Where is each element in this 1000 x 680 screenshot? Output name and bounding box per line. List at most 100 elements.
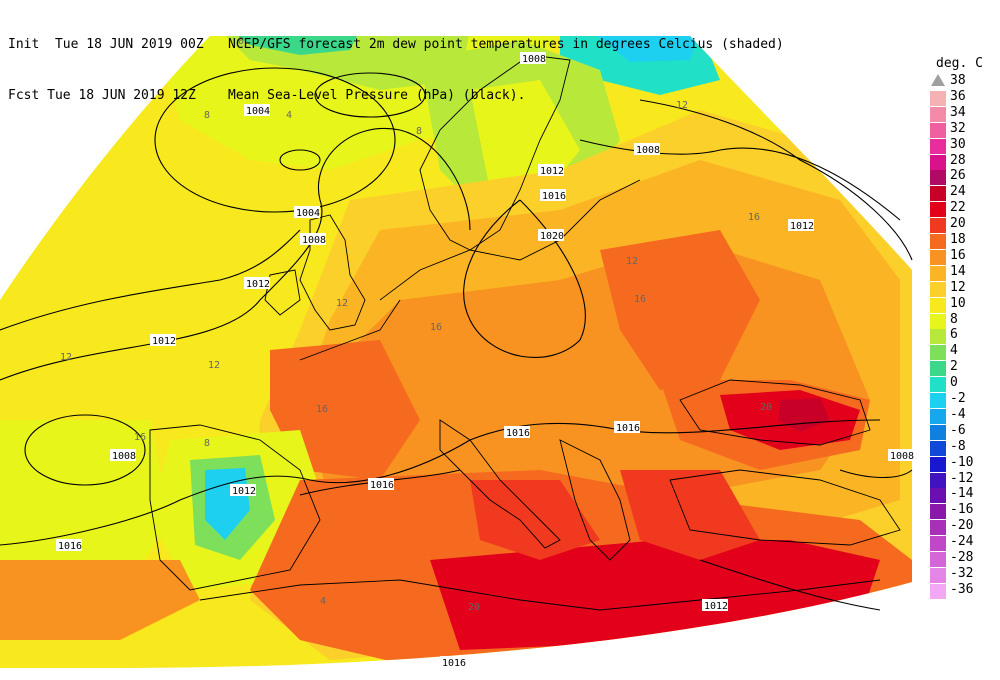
legend-label: -32 [950, 565, 974, 581]
dewpoint-label: 16 [634, 294, 646, 305]
legend-label: -28 [950, 550, 974, 565]
isobar-label: 1016 [616, 423, 640, 434]
legend-max-arrow-icon [931, 74, 945, 86]
isobar-label: 1012 [704, 601, 728, 612]
legend-swatch [930, 472, 946, 488]
legend-swatch [930, 122, 946, 138]
legend-label: 4 [950, 343, 958, 359]
legend-swatch [930, 567, 946, 583]
color-legend: deg. C 38 36 34 32 30 28 26 24 22 20 18 16 14 12 10 8 6 4… [930, 56, 998, 616]
legend-swatch [930, 520, 946, 536]
legend-swatch [930, 393, 946, 408]
legend-swatch [930, 297, 946, 313]
legend-label: 36 [950, 88, 966, 104]
forecast-time: Fcst Tue 18 JUN 2019 12Z [8, 88, 196, 103]
legend-label: 6 [950, 327, 958, 343]
dewpoint-label: 4 [286, 110, 292, 121]
forecast-map: 1008 1004 1004 1008 1012 1012 1012 1016 … [0, 36, 914, 669]
legend-swatch [930, 313, 946, 329]
dewpoint-label: 16 [134, 432, 146, 443]
legend-swatch [930, 456, 946, 472]
isobar-label: 1008 [522, 54, 546, 65]
dewpoint-label: 20 [760, 402, 772, 413]
legend-swatch [930, 440, 946, 456]
legend-label: 0 [950, 375, 958, 391]
isobar-label: 1004 [246, 106, 270, 117]
legend-label: 8 [950, 311, 958, 327]
legend-label: 20 [950, 216, 966, 232]
legend-label: 2 [950, 359, 958, 375]
legend-label: 30 [950, 136, 966, 152]
legend-swatch [930, 154, 946, 170]
dewpoint-label: 16 [430, 322, 442, 333]
legend-label: 24 [950, 184, 966, 200]
dewpoint-label: 12 [60, 352, 72, 363]
legend-label: 10 [950, 295, 966, 311]
legend-swatch [930, 377, 946, 393]
legend-swatch [930, 583, 946, 599]
legend-label: -14 [950, 486, 974, 502]
isobar-label: 1004 [296, 208, 320, 219]
dewpoint-labels: 0 4 8 12 16 20 8 12 16 20 4 16 12 12 16 … [60, 36, 772, 613]
legend-swatch [930, 345, 946, 361]
isobar-label: 1008 [302, 235, 326, 246]
legend-swatch [930, 90, 946, 106]
dewpoint-label: 12 [336, 298, 348, 309]
isobar-label: 1012 [246, 279, 270, 290]
legend-swatch [930, 170, 946, 186]
legend-swatch [930, 234, 946, 249]
legend-swatch [930, 106, 946, 122]
legend-label: -20 [950, 518, 974, 534]
dewpoint-label: 8 [416, 126, 422, 137]
isobar-label: 1012 [232, 486, 256, 497]
legend-swatch [930, 552, 946, 567]
legend-swatch [930, 138, 946, 154]
isobar-label: 1008 [112, 451, 136, 462]
legend-label: -8 [950, 438, 966, 454]
isobar-label: 1016 [58, 541, 82, 552]
isobar-label: 1012 [152, 336, 176, 347]
isobar-label: 1020 [540, 231, 564, 242]
legend-swatch [930, 488, 946, 504]
legend-title: deg. C [936, 56, 983, 71]
legend-label: -24 [950, 534, 974, 550]
legend-swatch [930, 536, 946, 552]
isobar-label: 1012 [790, 221, 814, 232]
legend-label: -12 [950, 470, 974, 486]
legend-swatch [930, 218, 946, 234]
legend-label: -4 [950, 406, 966, 422]
isobar-label: 1016 [506, 428, 530, 439]
legend-label: 18 [950, 232, 966, 247]
isobar-labels: 1008 1004 1004 1008 1012 1012 1012 1016 … [56, 52, 914, 669]
legend-swatch [930, 504, 946, 520]
legend-label: -10 [950, 454, 974, 470]
dewpoint-label: 8 [204, 438, 210, 449]
legend-swatch [930, 186, 946, 202]
legend-label: -2 [950, 391, 966, 406]
dewpoint-label: 4 [320, 596, 326, 607]
legend-label: 38 [950, 73, 966, 88]
legend-label: -16 [950, 502, 974, 518]
legend-swatch [930, 281, 946, 297]
legend-swatch [930, 249, 946, 265]
title-line-2: Mean Sea-Level Pressure (hPa) (black). [228, 88, 526, 103]
init-time: Init Tue 18 JUN 2019 00Z [8, 37, 204, 52]
legend-label: 16 [950, 247, 966, 263]
legend-label: 28 [950, 152, 966, 168]
coastlines [149, 54, 901, 611]
legend-label: 12 [950, 279, 966, 295]
legend-label: -36 [950, 581, 974, 597]
legend-swatch [930, 329, 946, 345]
legend-label: 32 [950, 120, 966, 136]
legend-label: 14 [950, 263, 966, 279]
legend-swatch [930, 408, 946, 424]
map-header: Init Tue 18 JUN 2019 00Z NCEP/GFS foreca… [8, 2, 784, 121]
legend-label: 34 [950, 104, 966, 120]
legend-swatch [930, 361, 946, 377]
legend-label: 22 [950, 200, 966, 216]
legend-label: 26 [950, 168, 966, 184]
legend-label: -6 [950, 422, 966, 438]
isobar-label: 1008 [890, 451, 914, 462]
dewpoint-label: 12 [676, 100, 688, 111]
dewpoint-label: 16 [316, 404, 328, 415]
